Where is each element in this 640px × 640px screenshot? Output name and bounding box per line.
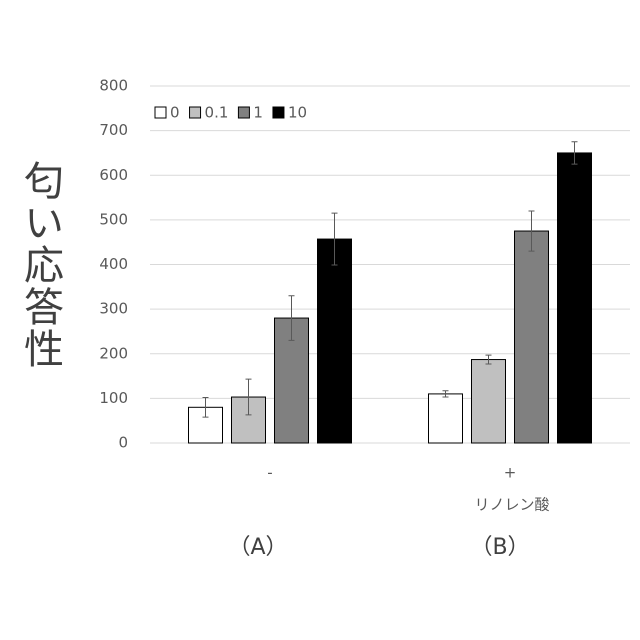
bar bbox=[472, 360, 506, 443]
bar bbox=[515, 231, 549, 443]
bar bbox=[318, 239, 352, 443]
y-tick-label: 100 bbox=[99, 389, 128, 407]
y-tick-label: 500 bbox=[99, 210, 128, 228]
legend-label: 10 bbox=[288, 104, 307, 122]
y-tick-label: 700 bbox=[99, 121, 128, 139]
category-annotation: リノレン酸 bbox=[474, 496, 549, 514]
chart: 匂い応答性 リノレン酸 （A） （B） 01002003004005006007… bbox=[0, 0, 640, 640]
y-tick-label: 300 bbox=[99, 300, 128, 318]
x-tick-label: + bbox=[504, 464, 517, 482]
y-tick-label: 0 bbox=[118, 434, 128, 452]
y-tick-label: 600 bbox=[99, 166, 128, 184]
panel-label: （A） bbox=[228, 535, 287, 560]
y-tick-label: 400 bbox=[99, 255, 128, 273]
legend-swatch bbox=[190, 107, 201, 118]
legend-swatch bbox=[238, 107, 249, 118]
y-tick-label: 800 bbox=[99, 77, 128, 95]
legend-label: 0 bbox=[170, 104, 180, 122]
panel-label: （B） bbox=[470, 535, 529, 560]
bar bbox=[558, 153, 592, 443]
y-tick-label: 200 bbox=[99, 344, 128, 362]
legend-swatch bbox=[273, 107, 284, 118]
y-axis-label: 匂い応答性 bbox=[17, 160, 64, 370]
bar bbox=[429, 394, 463, 443]
x-tick-label: - bbox=[267, 464, 272, 482]
legend-swatch bbox=[155, 107, 166, 118]
legend-label: 1 bbox=[253, 104, 263, 122]
legend-label: 0.1 bbox=[205, 104, 229, 122]
